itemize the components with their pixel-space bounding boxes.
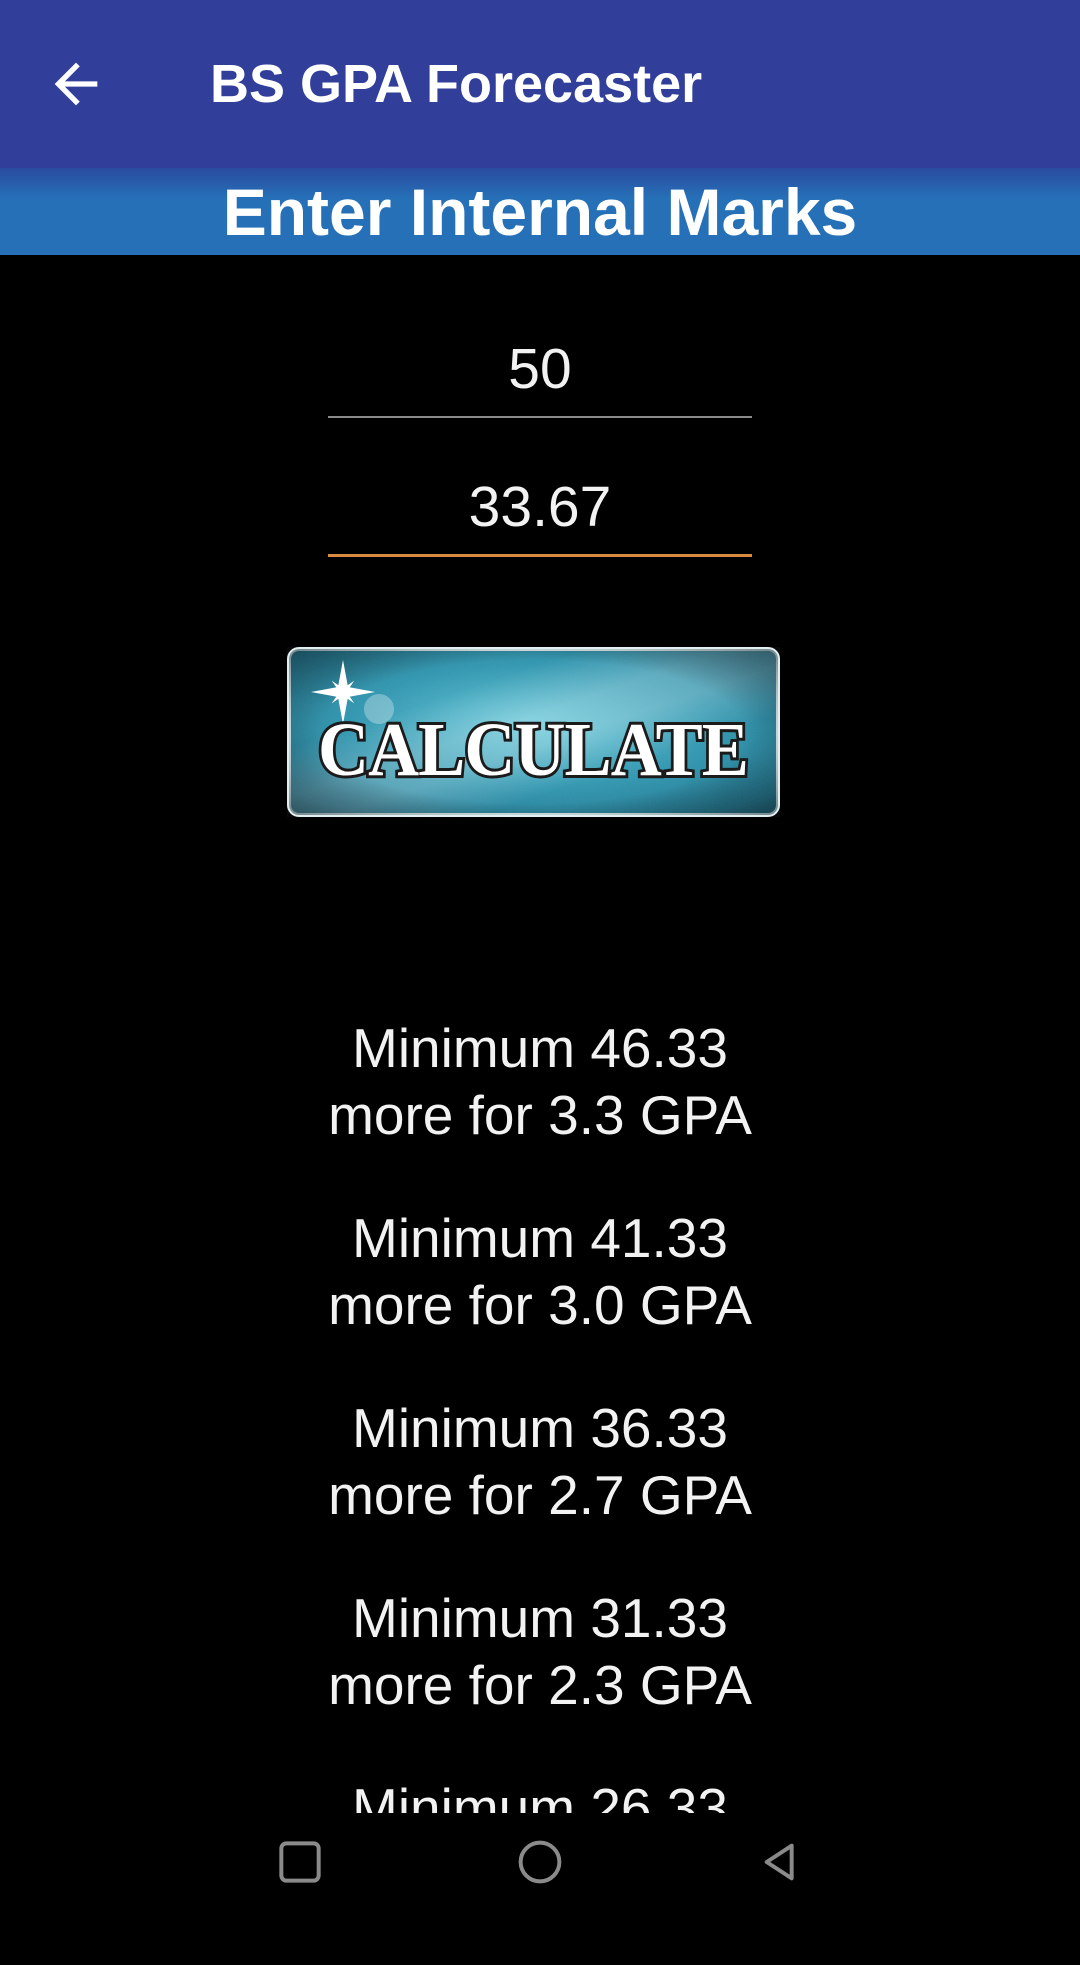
svg-text:CALCULATE: CALCULATE [318, 708, 748, 792]
